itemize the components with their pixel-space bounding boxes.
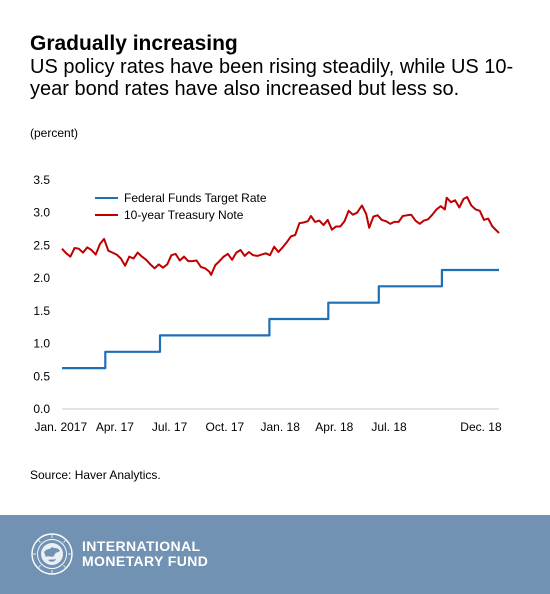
chart-title: Gradually increasing: [30, 32, 238, 55]
y-tick-label: 1.0: [33, 337, 50, 351]
y-tick-label: 0.0: [33, 402, 50, 416]
source-note: Source: Haver Analytics.: [30, 468, 161, 482]
imf-seal-icon: [31, 533, 73, 575]
org-name-line-1: INTERNATIONAL: [82, 538, 201, 554]
line-chart: 0.0 0.5 1.0 1.5 2.0 2.5 3.0 3.5 Jan. 2017 Apr. 1…: [33, 173, 502, 434]
org-name-line-2: MONETARY FUND: [82, 553, 209, 569]
x-tick-label: Jul. 17: [152, 420, 188, 434]
y-tick-label: 3.0: [33, 206, 50, 220]
x-tick-label: Apr. 17: [96, 420, 134, 434]
y-tick-label: 2.5: [33, 238, 50, 252]
legend: Federal Funds Target Rate 10-year Treasu…: [95, 191, 267, 222]
y-tick-label: 1.5: [33, 304, 50, 318]
x-tick-label: Jan. 18: [261, 420, 301, 434]
y-tick-label: 2.0: [33, 271, 50, 285]
y-axis-tick-labels: 0.0 0.5 1.0 1.5 2.0 2.5 3.0 3.5: [33, 173, 50, 416]
series-layer: [61, 196, 500, 370]
x-tick-label: Oct. 17: [206, 420, 245, 434]
x-tick-label: Dec. 18: [460, 420, 502, 434]
series-line-federal-funds: [62, 268, 499, 370]
x-tick-label: Apr. 18: [315, 420, 353, 434]
footer-banner: INTERNATIONAL MONETARY FUND: [0, 515, 550, 594]
legend-label-treasury-note: 10-year Treasury Note: [124, 208, 244, 222]
legend-label-federal-funds: Federal Funds Target Rate: [124, 191, 267, 205]
x-axis-tick-labels: Jan. 2017 Apr. 17 Jul. 17 Oct. 17 Jan. 18 Apr…: [34, 420, 502, 434]
chart-subtitle: US policy rates have been rising steadil…: [30, 56, 514, 100]
series-line-treasury-note: [61, 196, 500, 276]
y-tick-label: 3.5: [33, 173, 50, 187]
x-tick-label: Jan. 2017: [34, 420, 87, 434]
x-tick-label: Jul. 18: [371, 420, 407, 434]
org-name: INTERNATIONAL MONETARY FUND: [82, 539, 208, 569]
y-tick-label: 0.5: [33, 369, 50, 383]
unit-note: (percent): [30, 126, 79, 140]
